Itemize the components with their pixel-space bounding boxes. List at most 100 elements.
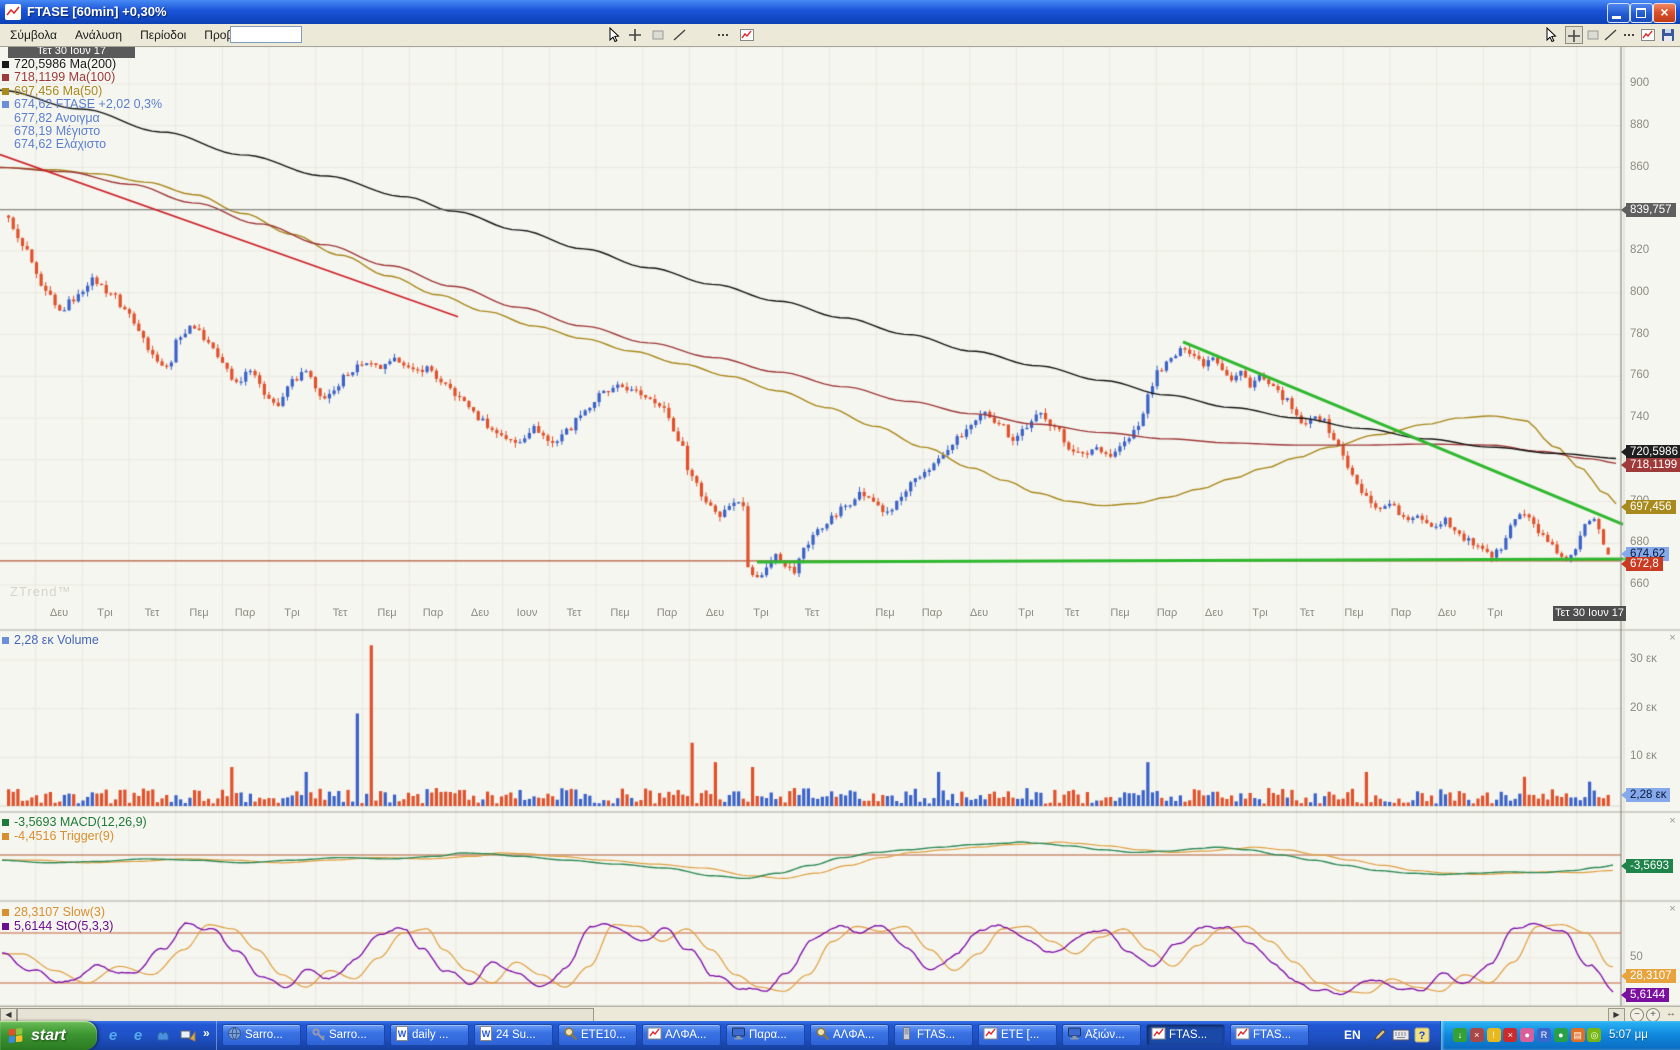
symbol-search-input[interactable] (230, 26, 302, 43)
quick-launch-overflow-icon[interactable]: » (203, 1026, 210, 1040)
price-tag: 839,757 (1621, 202, 1676, 217)
taskbar-task-ftas[interactable]: FTAS... (1230, 1024, 1309, 1046)
security-alert-icon[interactable]: ! (1486, 1028, 1501, 1042)
crosshair-tool-icon[interactable] (1565, 26, 1583, 44)
scroll-right-icon[interactable]: ▶ (1608, 1008, 1625, 1022)
taskbar-task-παρα[interactable]: Παρα... (726, 1024, 805, 1046)
ie-icon[interactable]: e (104, 1026, 122, 1044)
horizontal-scrollbar[interactable]: ◀ ▶ − + ↔ (0, 1006, 1680, 1022)
keyboard-icon[interactable] (1392, 1027, 1410, 1047)
dotted-line-tool-icon[interactable] (715, 26, 733, 44)
date-axis-label: Πεμ (1344, 607, 1364, 619)
price-axis-label: 800 (1630, 285, 1650, 298)
pointer-tool-icon[interactable] (604, 26, 622, 44)
stoch-legend-item: 28,3107 Slow(3) (2, 906, 105, 919)
price-axis-label: 900 (1630, 77, 1650, 89)
scrollbar-thumb[interactable] (17, 1008, 594, 1022)
dotted-line-tool-icon[interactable] (1621, 26, 1639, 44)
messenger-icon[interactable] (154, 1026, 172, 1044)
axis-date-tag: Τετ 30 Ιουν 17 (1553, 606, 1626, 621)
taskbar-task-ete[interactable]: ETE [... (978, 1024, 1057, 1046)
show-desktop-icon[interactable] (179, 1026, 197, 1044)
pen-icon[interactable] (1372, 1027, 1388, 1048)
update-download-icon[interactable]: ↓ (1453, 1028, 1467, 1042)
menu-periods[interactable]: Περίοδοι (140, 28, 187, 42)
quick-launch: e e » (100, 1021, 217, 1050)
taskbar-task-αξιν[interactable]: Αξιών... (1062, 1024, 1141, 1046)
taskbar-task-sarro[interactable]: Sarro... (222, 1024, 301, 1046)
scroll-left-icon[interactable]: ◀ (0, 1008, 17, 1022)
antivirus-icon[interactable]: ● (1553, 1028, 1568, 1042)
close-button[interactable]: × (1653, 3, 1676, 23)
taskbar-task-sarro[interactable]: Sarro... (306, 1024, 385, 1046)
price-axis-label: 860 (1630, 160, 1650, 173)
system-tray: 5:07 μμ ↓ ×! × ● R ● ▤ ◎ (1440, 1021, 1680, 1050)
window-title: FTASE [60min] +0,30% (27, 4, 167, 19)
nvidia-icon[interactable]: ◎ (1587, 1028, 1602, 1042)
volume-axis-label: 10 εκ (1630, 750, 1657, 763)
date-axis-label: Τετ (804, 607, 820, 619)
price-axis-label: 660 (1630, 578, 1650, 590)
date-axis-label: Δευ (1204, 607, 1224, 619)
title-bar[interactable]: FTASE [60min] +0,30% × (0, 0, 1680, 24)
date-axis-label: Δευ (1437, 607, 1457, 619)
disconnected-icon[interactable]: × (1503, 1028, 1518, 1042)
organizer-icon[interactable]: ▤ (1570, 1028, 1585, 1042)
date-axis-label: Πεμ (377, 607, 397, 619)
price-axis-label: 820 (1630, 244, 1650, 256)
crosshair-tool-icon[interactable] (626, 26, 644, 44)
date-axis-label: Τρι (1252, 607, 1268, 619)
messenger-tray-icon[interactable]: ● (1520, 1028, 1535, 1042)
start-button[interactable]: start (0, 1021, 97, 1050)
fit-width-button[interactable]: ↔ (1666, 1008, 1676, 1019)
volume-axis-label: 30 εκ (1630, 652, 1657, 665)
main-legend-item: 677,82 Ανοιγμα (14, 110, 100, 125)
new-chart-tool-icon[interactable] (1639, 26, 1657, 44)
taskbar-task-αλφα[interactable]: ΑΛΦΑ... (642, 1024, 721, 1046)
trendline-tool-icon[interactable] (1602, 26, 1620, 44)
service-error-icon[interactable]: × (1469, 1028, 1484, 1042)
macd-legend-item: -4,4516 Trigger(9) (2, 830, 114, 843)
svg-text:e: e (134, 1027, 142, 1044)
watermark: ZTrend™ (10, 584, 72, 599)
zoom-in-button[interactable]: + (1646, 1008, 1660, 1022)
taskbar-task-αλφα[interactable]: ΑΛΦΑ... (810, 1024, 889, 1046)
save-tool-icon[interactable] (1659, 26, 1677, 44)
taskbar-task-24su[interactable]: W 24 Su... (474, 1024, 553, 1046)
restore-button[interactable] (1630, 3, 1653, 23)
rectangle-tool-icon[interactable] (649, 26, 667, 44)
zoom-out-button[interactable]: − (1630, 1008, 1644, 1022)
taskbar-task-ftas[interactable]: FTAS... (1146, 1024, 1225, 1046)
language-indicator[interactable]: EN (1344, 1028, 1361, 1042)
date-axis-label: Παρ (1156, 607, 1178, 619)
main-legend-item: 718,1199 Ma(100) (2, 71, 115, 84)
svg-text:e: e (109, 1027, 117, 1044)
pointer-tool-icon[interactable] (1541, 26, 1559, 44)
chart-canvas[interactable] (0, 0, 1680, 1021)
menu-analysis[interactable]: Ανάλυση (75, 28, 123, 42)
date-axis-label: Παρ (656, 607, 678, 619)
new-chart-tool-icon[interactable] (738, 26, 756, 44)
price-tag: 718,1199 (1621, 457, 1680, 472)
ie-shortcut-icon[interactable]: e (129, 1026, 147, 1044)
panel-close-icon[interactable]: × (1669, 903, 1676, 915)
panel-close-icon[interactable]: × (1669, 632, 1676, 644)
bluetooth-icon[interactable]: R (1537, 1028, 1551, 1042)
menu-symbols[interactable]: Σύμβολα (10, 28, 57, 42)
taskbar-task-ete10[interactable]: ETE10... (558, 1024, 637, 1046)
date-axis-label: Τρι (284, 607, 300, 619)
svg-text:W: W (398, 1029, 407, 1039)
taskbar-task-ftas[interactable]: FTAS... (894, 1024, 973, 1046)
panel-close-icon[interactable]: × (1669, 815, 1676, 827)
date-axis-label: Τετ (566, 607, 582, 619)
rectangle-tool-icon[interactable] (1584, 26, 1602, 44)
main-legend-item: 720,5986 Ma(200) (2, 58, 116, 71)
date-axis-label: Τρι (97, 607, 113, 619)
trendline-tool-icon[interactable] (671, 26, 689, 44)
minimize-button[interactable] (1607, 3, 1630, 23)
help-icon[interactable]: ? (1414, 1027, 1430, 1048)
volume-legend: 2,28 εκ Volume (2, 634, 99, 647)
price-axis-label: 740 (1630, 411, 1650, 423)
